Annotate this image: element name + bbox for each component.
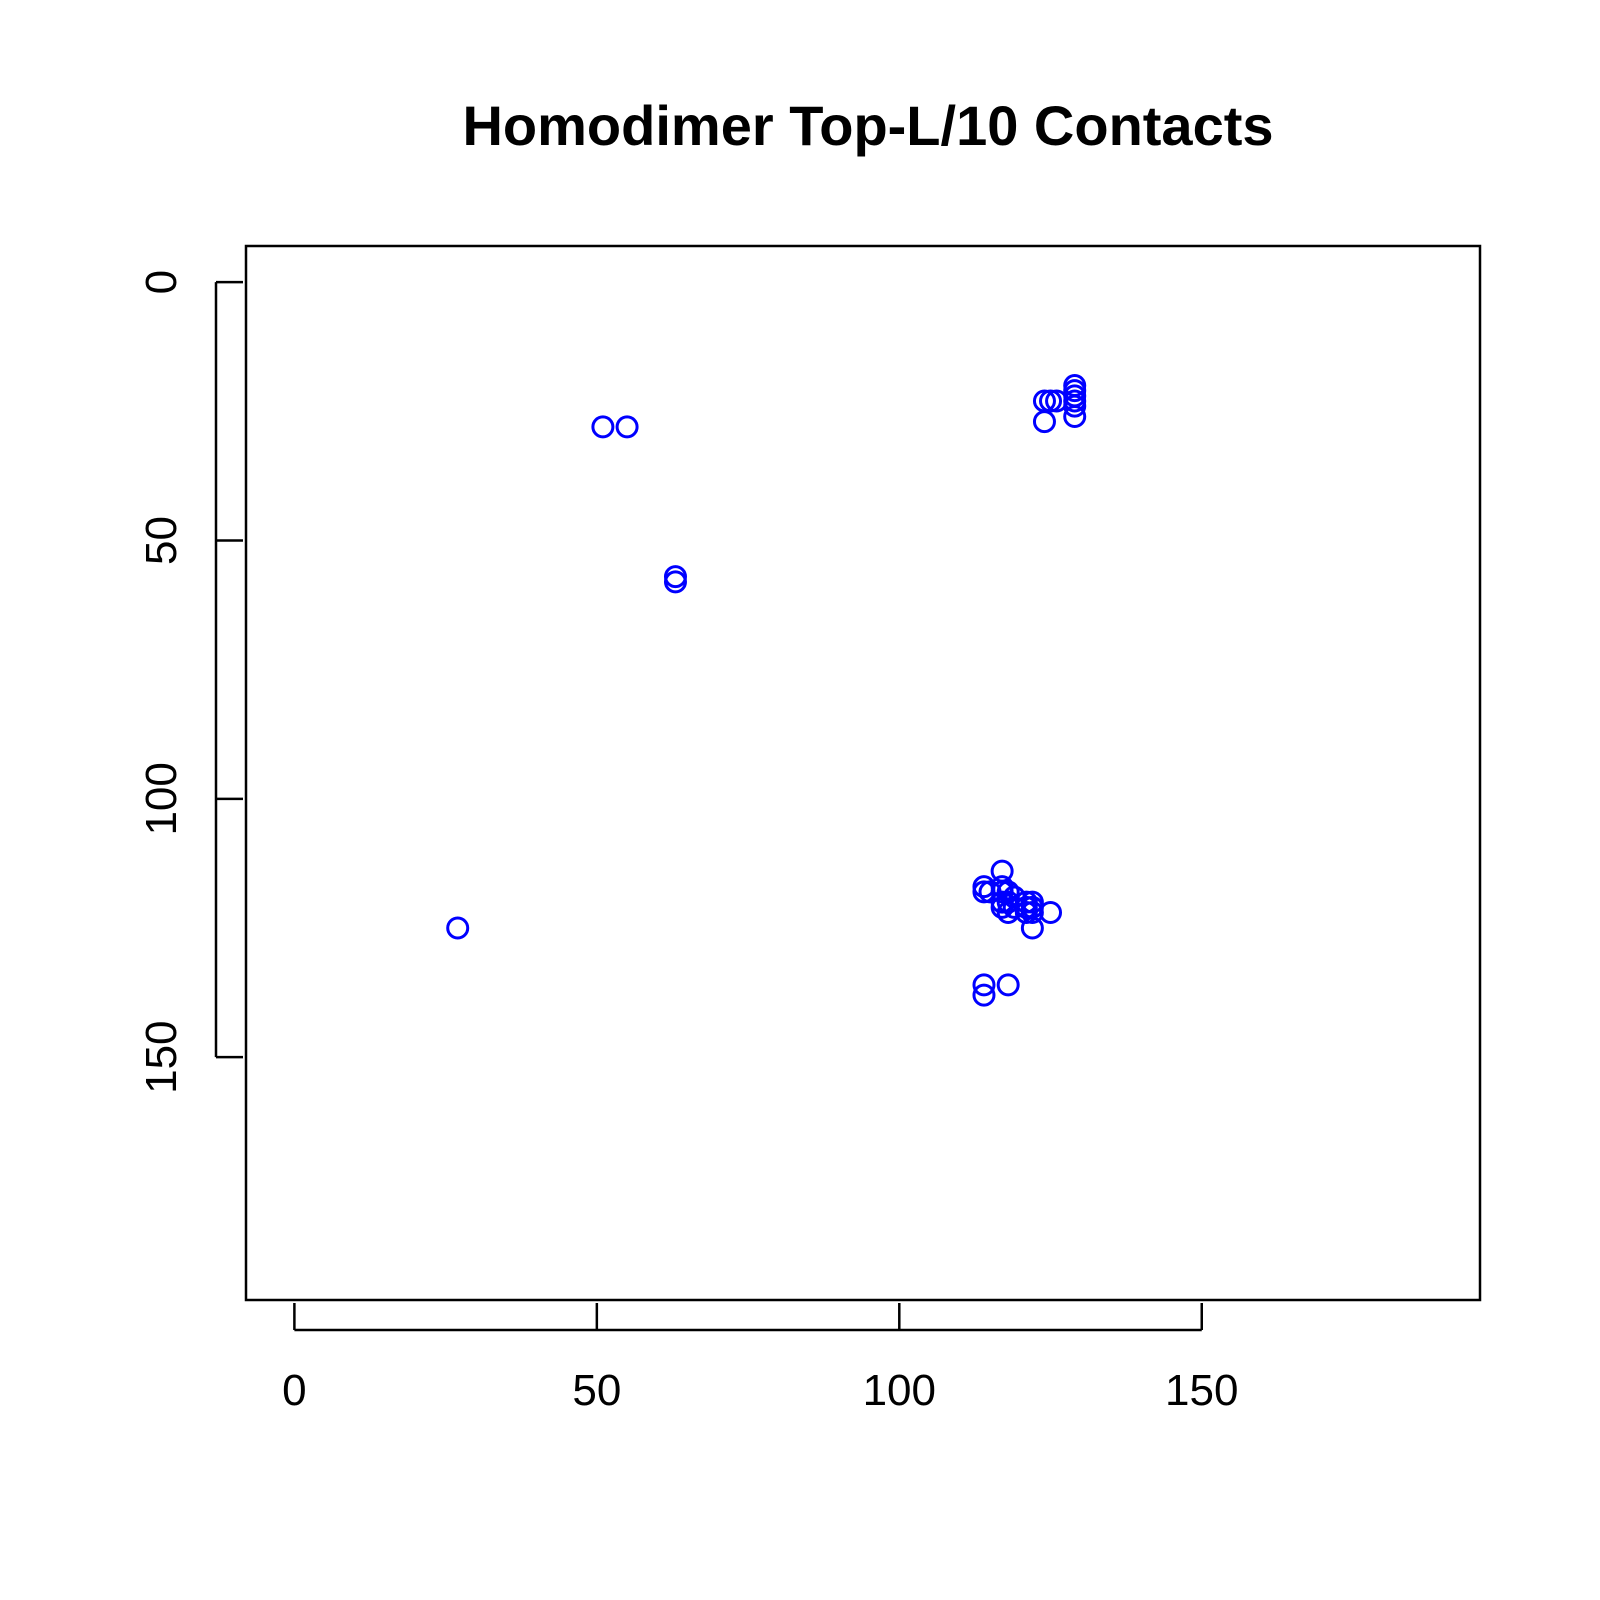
y-axis: 0 50 100 150 xyxy=(137,270,243,1094)
plot-area-frame xyxy=(244,244,1482,1302)
data-points xyxy=(446,374,1087,1007)
data-point xyxy=(1020,901,1044,924)
y-tick-label: 100 xyxy=(137,762,186,835)
data-point xyxy=(1020,916,1044,940)
data-point xyxy=(1063,405,1087,428)
data-point xyxy=(1063,394,1087,418)
data-point xyxy=(996,973,1020,997)
data-point xyxy=(446,916,470,940)
y-tick-label: 0 xyxy=(137,270,186,294)
data-point xyxy=(1039,389,1063,413)
x-axis: 0 50 100 150 xyxy=(282,1303,1238,1415)
data-point xyxy=(972,973,996,997)
x-tick-label: 0 xyxy=(282,1366,306,1415)
chart-title: Homodimer Top-L/10 Contacts xyxy=(462,94,1273,157)
data-point xyxy=(978,880,1002,904)
x-tick-label: 100 xyxy=(863,1366,936,1415)
x-tick-label: 150 xyxy=(1165,1366,1238,1415)
data-point xyxy=(591,415,615,439)
data-point xyxy=(1039,901,1063,924)
data-point xyxy=(663,570,687,594)
data-point xyxy=(1032,410,1056,434)
data-point xyxy=(972,880,996,904)
y-tick-label: 50 xyxy=(137,516,186,565)
data-point xyxy=(615,415,639,439)
y-tick-label: 150 xyxy=(137,1020,186,1093)
data-point xyxy=(972,983,996,1007)
x-tick-label: 50 xyxy=(572,1366,621,1415)
